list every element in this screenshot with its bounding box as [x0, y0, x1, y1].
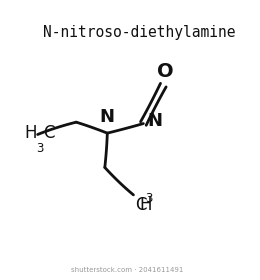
- Text: H: H: [140, 196, 152, 214]
- Text: C: C: [43, 124, 55, 142]
- Text: H: H: [24, 124, 36, 142]
- Text: N: N: [100, 108, 115, 126]
- Text: 3: 3: [36, 142, 43, 155]
- Text: O: O: [158, 62, 174, 81]
- Text: N-nitroso-diethylamine: N-nitroso-diethylamine: [43, 25, 236, 40]
- Text: C: C: [135, 196, 146, 214]
- Text: N: N: [147, 112, 162, 130]
- Text: 3: 3: [145, 192, 153, 205]
- Text: shutterstock.com · 2041611491: shutterstock.com · 2041611491: [71, 267, 183, 273]
